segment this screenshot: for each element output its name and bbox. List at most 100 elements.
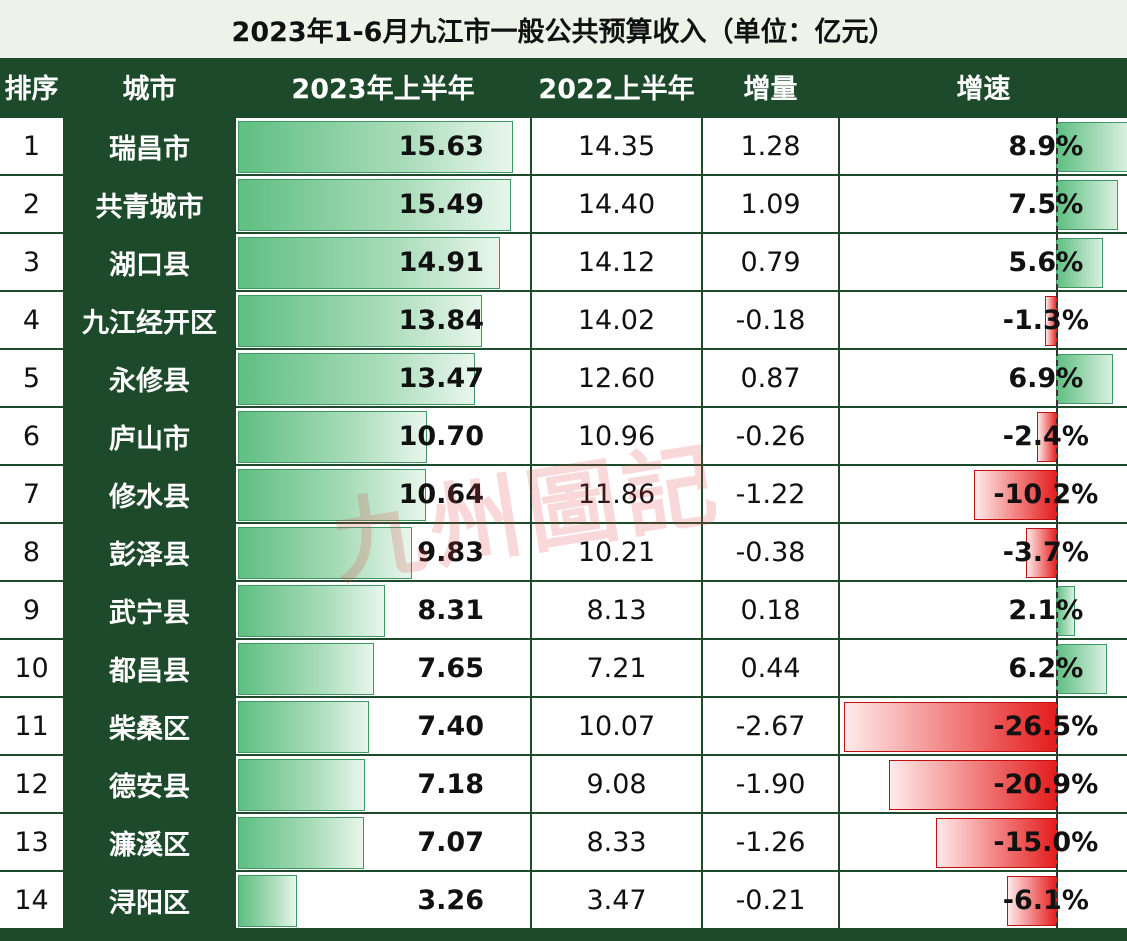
increase-cell: -1.26 <box>703 814 838 870</box>
value-2023-bar <box>238 411 427 463</box>
growth-zero-axis <box>1055 176 1058 232</box>
growth-cell: -20.9% <box>840 756 1127 812</box>
growth-zero-axis <box>1055 408 1058 464</box>
increase-cell: -1.22 <box>703 466 838 522</box>
growth-cell: -2.4% <box>840 408 1127 464</box>
value-2023-bar <box>238 875 297 927</box>
growth-bar <box>1055 180 1118 230</box>
header-rank: 排序 <box>4 73 59 105</box>
growth-bar <box>1026 528 1058 578</box>
growth-cell: 7.5% <box>840 176 1127 232</box>
value-2023-label: 7.65 <box>417 652 484 684</box>
growth-zero-axis <box>1055 118 1058 174</box>
growth-cell: 2.1% <box>840 582 1127 638</box>
growth-zero-axis <box>1055 756 1058 812</box>
value-2022-cell: 14.12 <box>532 234 701 290</box>
growth-bar <box>1055 122 1127 172</box>
value-2023-label: 9.83 <box>417 536 484 568</box>
value-2022-cell: 3.47 <box>532 872 701 928</box>
value-2023-cell: 10.70 <box>236 408 530 464</box>
table-title: 2023年1-6月九江市一般公共预算收入（单位：亿元） <box>0 0 1127 60</box>
value-2023-cell: 7.18 <box>236 756 530 812</box>
growth-cell: -15.0% <box>840 814 1127 870</box>
rank-cell: 11 <box>0 698 63 754</box>
rank-cell: 9 <box>0 582 63 638</box>
rank-cell: 5 <box>0 350 63 406</box>
growth-label: 6.9% <box>1008 362 1084 394</box>
growth-cell: -6.1% <box>840 872 1127 928</box>
value-2023-bar <box>238 237 501 289</box>
city-cell: 共青城市 <box>95 191 204 223</box>
value-2023-bar <box>238 585 386 637</box>
growth-zero-axis <box>1055 234 1058 290</box>
city-cell: 瑞昌市 <box>109 133 190 165</box>
increase-cell: 0.18 <box>703 582 838 638</box>
city-cell: 修水县 <box>109 481 190 513</box>
rank-cell: 10 <box>0 640 63 696</box>
value-2023-cell: 9.83 <box>236 524 530 580</box>
city-cell: 濂溪区 <box>109 829 190 861</box>
value-2022-cell: 7.21 <box>532 640 701 696</box>
rank-cell: 4 <box>0 292 63 348</box>
increase-cell: -0.18 <box>703 292 838 348</box>
growth-cell: 6.2% <box>840 640 1127 696</box>
growth-cell: 6.9% <box>840 350 1127 406</box>
growth-label: 2.1% <box>1008 594 1084 626</box>
value-2023-bar <box>238 527 412 579</box>
increase-cell: -0.38 <box>703 524 838 580</box>
growth-cell: -3.7% <box>840 524 1127 580</box>
city-cell: 九江经开区 <box>82 307 217 339</box>
value-2023-bar <box>238 121 514 173</box>
value-2023-cell: 7.65 <box>236 640 530 696</box>
value-2022-cell: 14.02 <box>532 292 701 348</box>
value-2023-label: 8.31 <box>417 594 484 626</box>
rank-cell: 14 <box>0 872 63 928</box>
increase-cell: 0.79 <box>703 234 838 290</box>
growth-cell: 8.9% <box>840 118 1127 174</box>
value-2022-cell: 9.08 <box>532 756 701 812</box>
header-growth: 增速 <box>956 73 1011 105</box>
value-2023-cell: 7.40 <box>236 698 530 754</box>
value-2023-label: 13.84 <box>398 304 484 336</box>
value-2023-label: 3.26 <box>417 884 484 916</box>
growth-bar <box>844 702 1058 752</box>
growth-bar <box>1007 876 1058 926</box>
rank-cell: 8 <box>0 524 63 580</box>
growth-zero-axis <box>1055 292 1058 348</box>
growth-label: 5.6% <box>1008 246 1084 278</box>
value-2023-cell: 7.07 <box>236 814 530 870</box>
data-table: 排序 城市 2023年上半年 2022上半年 增量 增速 1 瑞昌市 15.63 14.35 1.2… <box>0 58 1127 941</box>
city-cell: 德安县 <box>109 771 190 803</box>
value-2023-bar <box>238 469 426 521</box>
value-2023-cell: 13.47 <box>236 350 530 406</box>
increase-cell: -1.90 <box>703 756 838 812</box>
value-2022-cell: 10.21 <box>532 524 701 580</box>
growth-label: -15.0% <box>993 826 1099 858</box>
increase-cell: -0.26 <box>703 408 838 464</box>
value-2023-label: 7.18 <box>417 768 484 800</box>
city-cell: 柴桑区 <box>109 713 190 745</box>
increase-cell: 0.87 <box>703 350 838 406</box>
growth-bar <box>935 818 1058 868</box>
value-2023-cell: 3.26 <box>236 872 530 928</box>
rank-cell: 6 <box>0 408 63 464</box>
value-2023-bar <box>238 353 476 405</box>
value-2022-cell: 8.33 <box>532 814 701 870</box>
value-2023-bar <box>238 295 482 347</box>
value-2023-label: 10.70 <box>398 420 484 452</box>
value-2022-cell: 14.40 <box>532 176 701 232</box>
growth-cell: 5.6% <box>840 234 1127 290</box>
header-city: 城市 <box>122 73 177 105</box>
city-cell: 永修县 <box>109 365 190 397</box>
value-2023-label: 14.91 <box>398 246 484 278</box>
value-2023-cell: 14.91 <box>236 234 530 290</box>
value-2023-label: 7.07 <box>417 826 484 858</box>
value-2023-bar <box>238 179 511 231</box>
header-h2022: 2022上半年 <box>538 73 695 105</box>
growth-bar <box>888 760 1058 810</box>
city-cell: 湖口县 <box>109 249 190 281</box>
growth-bar <box>1055 644 1108 694</box>
value-2023-bar <box>238 701 370 753</box>
growth-cell: -26.5% <box>840 698 1127 754</box>
rank-cell: 3 <box>0 234 63 290</box>
